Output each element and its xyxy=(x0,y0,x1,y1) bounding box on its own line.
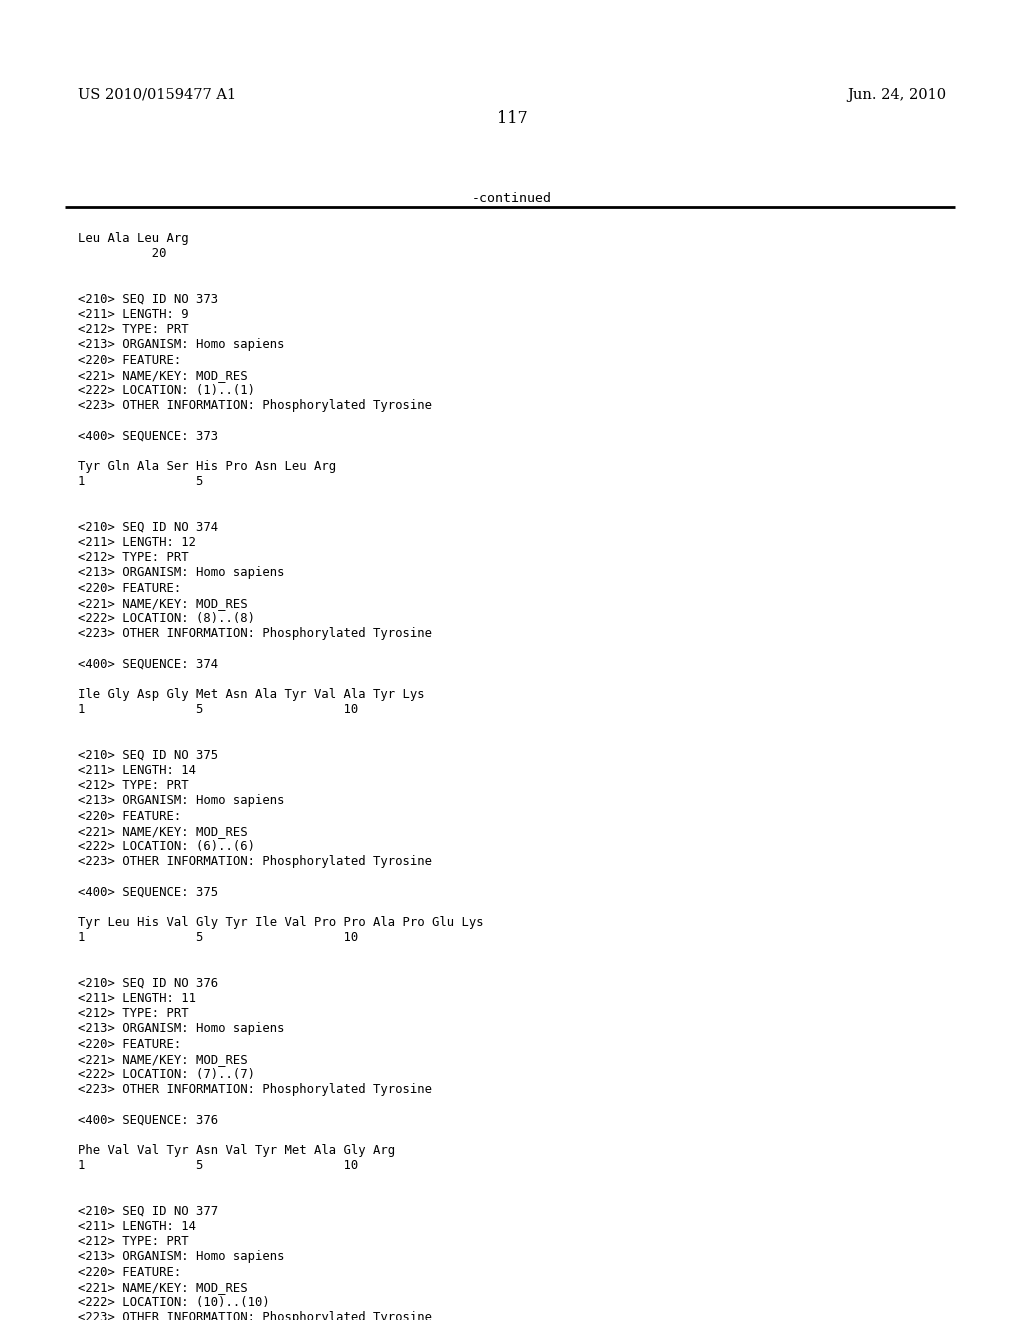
Text: <212> TYPE: PRT: <212> TYPE: PRT xyxy=(78,1236,188,1249)
Text: <222> LOCATION: (6)..(6): <222> LOCATION: (6)..(6) xyxy=(78,840,255,853)
Text: <400> SEQUENCE: 374: <400> SEQUENCE: 374 xyxy=(78,657,218,671)
Text: <211> LENGTH: 14: <211> LENGTH: 14 xyxy=(78,764,196,777)
Text: <213> ORGANISM: Homo sapiens: <213> ORGANISM: Homo sapiens xyxy=(78,338,285,351)
Text: <213> ORGANISM: Homo sapiens: <213> ORGANISM: Homo sapiens xyxy=(78,795,285,808)
Text: <212> TYPE: PRT: <212> TYPE: PRT xyxy=(78,779,188,792)
Text: <221> NAME/KEY: MOD_RES: <221> NAME/KEY: MOD_RES xyxy=(78,597,248,610)
Text: 1               5                   10: 1 5 10 xyxy=(78,1159,358,1172)
Text: Tyr Leu His Val Gly Tyr Ile Val Pro Pro Ala Pro Glu Lys: Tyr Leu His Val Gly Tyr Ile Val Pro Pro … xyxy=(78,916,483,929)
Text: <220> FEATURE:: <220> FEATURE: xyxy=(78,1038,181,1051)
Text: <211> LENGTH: 12: <211> LENGTH: 12 xyxy=(78,536,196,549)
Text: <220> FEATURE:: <220> FEATURE: xyxy=(78,809,181,822)
Text: <213> ORGANISM: Homo sapiens: <213> ORGANISM: Homo sapiens xyxy=(78,1250,285,1263)
Text: <223> OTHER INFORMATION: Phosphorylated Tyrosine: <223> OTHER INFORMATION: Phosphorylated … xyxy=(78,1311,432,1320)
Text: Jun. 24, 2010: Jun. 24, 2010 xyxy=(847,88,946,102)
Text: 20: 20 xyxy=(78,247,167,260)
Text: <222> LOCATION: (7)..(7): <222> LOCATION: (7)..(7) xyxy=(78,1068,255,1081)
Text: <223> OTHER INFORMATION: Phosphorylated Tyrosine: <223> OTHER INFORMATION: Phosphorylated … xyxy=(78,627,432,640)
Text: <400> SEQUENCE: 375: <400> SEQUENCE: 375 xyxy=(78,886,218,899)
Text: <221> NAME/KEY: MOD_RES: <221> NAME/KEY: MOD_RES xyxy=(78,1280,248,1294)
Text: Phe Val Val Tyr Asn Val Tyr Met Ala Gly Arg: Phe Val Val Tyr Asn Val Tyr Met Ala Gly … xyxy=(78,1144,395,1158)
Text: Ile Gly Asp Gly Met Asn Ala Tyr Val Ala Tyr Lys: Ile Gly Asp Gly Met Asn Ala Tyr Val Ala … xyxy=(78,688,425,701)
Text: <220> FEATURE:: <220> FEATURE: xyxy=(78,582,181,594)
Text: US 2010/0159477 A1: US 2010/0159477 A1 xyxy=(78,88,237,102)
Text: Leu Ala Leu Arg: Leu Ala Leu Arg xyxy=(78,232,188,246)
Text: <222> LOCATION: (1)..(1): <222> LOCATION: (1)..(1) xyxy=(78,384,255,397)
Text: <221> NAME/KEY: MOD_RES: <221> NAME/KEY: MOD_RES xyxy=(78,368,248,381)
Text: <212> TYPE: PRT: <212> TYPE: PRT xyxy=(78,552,188,564)
Text: <211> LENGTH: 14: <211> LENGTH: 14 xyxy=(78,1220,196,1233)
Text: <223> OTHER INFORMATION: Phosphorylated Tyrosine: <223> OTHER INFORMATION: Phosphorylated … xyxy=(78,1084,432,1096)
Text: <212> TYPE: PRT: <212> TYPE: PRT xyxy=(78,1007,188,1020)
Text: -continued: -continued xyxy=(472,191,552,205)
Text: 1               5: 1 5 xyxy=(78,475,204,488)
Text: <213> ORGANISM: Homo sapiens: <213> ORGANISM: Homo sapiens xyxy=(78,1023,285,1035)
Text: <400> SEQUENCE: 373: <400> SEQUENCE: 373 xyxy=(78,429,218,442)
Text: <211> LENGTH: 9: <211> LENGTH: 9 xyxy=(78,308,188,321)
Text: <210> SEQ ID NO 376: <210> SEQ ID NO 376 xyxy=(78,977,218,990)
Text: <213> ORGANISM: Homo sapiens: <213> ORGANISM: Homo sapiens xyxy=(78,566,285,579)
Text: 117: 117 xyxy=(497,110,527,127)
Text: Tyr Gln Ala Ser His Pro Asn Leu Arg: Tyr Gln Ala Ser His Pro Asn Leu Arg xyxy=(78,459,336,473)
Text: <210> SEQ ID NO 375: <210> SEQ ID NO 375 xyxy=(78,748,218,762)
Text: <223> OTHER INFORMATION: Phosphorylated Tyrosine: <223> OTHER INFORMATION: Phosphorylated … xyxy=(78,399,432,412)
Text: 1               5                   10: 1 5 10 xyxy=(78,704,358,717)
Text: <222> LOCATION: (8)..(8): <222> LOCATION: (8)..(8) xyxy=(78,612,255,624)
Text: <222> LOCATION: (10)..(10): <222> LOCATION: (10)..(10) xyxy=(78,1296,269,1309)
Text: <220> FEATURE:: <220> FEATURE: xyxy=(78,354,181,367)
Text: <210> SEQ ID NO 373: <210> SEQ ID NO 373 xyxy=(78,293,218,306)
Text: <400> SEQUENCE: 376: <400> SEQUENCE: 376 xyxy=(78,1114,218,1126)
Text: <210> SEQ ID NO 374: <210> SEQ ID NO 374 xyxy=(78,521,218,533)
Text: <221> NAME/KEY: MOD_RES: <221> NAME/KEY: MOD_RES xyxy=(78,825,248,838)
Text: <212> TYPE: PRT: <212> TYPE: PRT xyxy=(78,323,188,337)
Text: <210> SEQ ID NO 377: <210> SEQ ID NO 377 xyxy=(78,1205,218,1218)
Text: <223> OTHER INFORMATION: Phosphorylated Tyrosine: <223> OTHER INFORMATION: Phosphorylated … xyxy=(78,855,432,869)
Text: <220> FEATURE:: <220> FEATURE: xyxy=(78,1266,181,1279)
Text: <211> LENGTH: 11: <211> LENGTH: 11 xyxy=(78,993,196,1005)
Text: <221> NAME/KEY: MOD_RES: <221> NAME/KEY: MOD_RES xyxy=(78,1053,248,1065)
Text: 1               5                   10: 1 5 10 xyxy=(78,931,358,944)
